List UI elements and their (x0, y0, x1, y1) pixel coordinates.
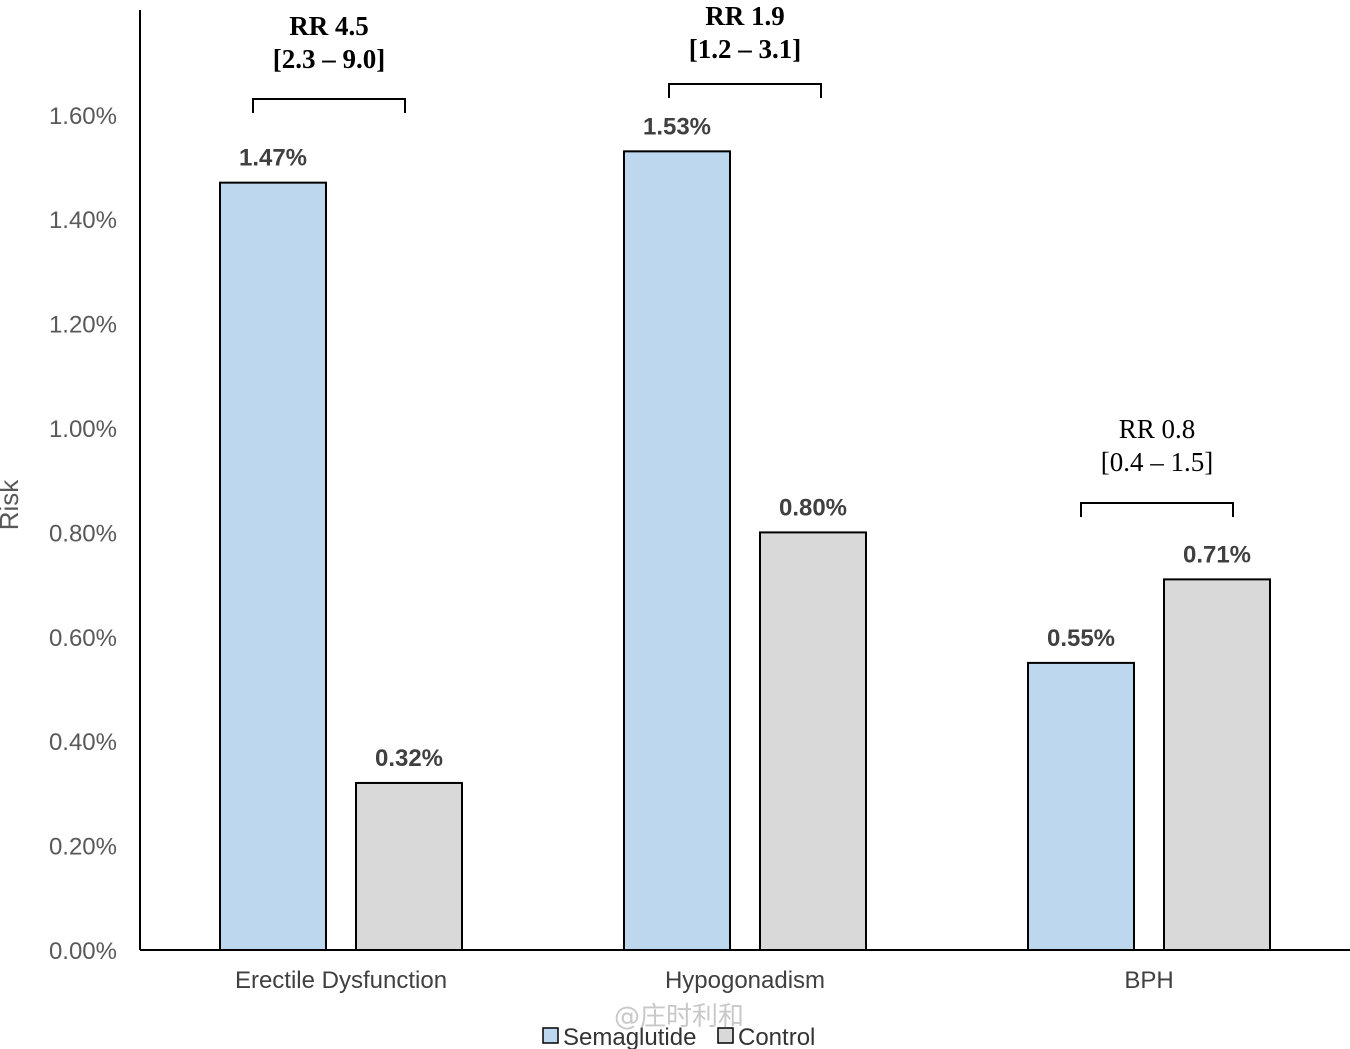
rr-bracket-2 (1080, 502, 1234, 517)
data-label: 1.53% (643, 113, 711, 140)
legend-label-control: Control (738, 1024, 815, 1049)
rr-ci: [2.3 – 9.0] (273, 44, 385, 74)
bar-semaglutide-2 (1027, 661, 1135, 952)
bar-control-2 (1163, 578, 1271, 951)
rr-ci: [1.2 – 3.1] (689, 34, 801, 64)
bar-semaglutide-1 (623, 150, 731, 951)
y-tick-label: 0.00% (49, 938, 117, 965)
rr-ci: [0.4 – 1.5] (1101, 447, 1213, 477)
category-label: Erectile Dysfunction (235, 967, 447, 994)
legend-swatch-semaglutide (542, 1027, 559, 1044)
rr-value: RR 1.9 (705, 1, 785, 31)
rr-value: RR 0.8 (1119, 414, 1196, 444)
category-label: BPH (1124, 967, 1173, 994)
data-labels: 1.47% 0.32% 1.53% 0.80% 0.55% 0.71% (239, 113, 1251, 772)
data-label: 0.32% (375, 745, 443, 772)
x-axis-categories: Erectile Dysfunction Hypogonadism BPH (235, 967, 1174, 994)
y-tick-label: 1.00% (49, 416, 117, 443)
watermark: @庄时利和 (614, 1002, 744, 1032)
y-tick-label: 1.40% (49, 207, 117, 234)
category-label: Hypogonadism (665, 967, 825, 994)
y-tick-label: 0.60% (49, 625, 117, 652)
bar-control-0 (355, 781, 463, 952)
data-label: 1.47% (239, 145, 307, 172)
y-tick-label: 1.60% (49, 103, 117, 130)
bar-control-1 (759, 531, 867, 952)
y-tick-label: 1.20% (49, 312, 117, 339)
y-axis-ticks: 0.00% 0.20% 0.40% 0.60% 0.80% 1.00% 1.20% 1.40%… (49, 103, 117, 965)
rr-brackets (252, 83, 1234, 517)
y-axis-title: Risk (0, 479, 24, 531)
legend-label-semaglutide: Semaglutide (563, 1024, 696, 1049)
rr-bracket-1 (668, 83, 822, 98)
data-label: 0.55% (1047, 625, 1115, 652)
data-label: 0.80% (779, 494, 847, 521)
legend-swatch-control (717, 1027, 734, 1044)
y-tick-label: 0.20% (49, 834, 117, 861)
rr-annotations: RR 4.5[2.3 – 9.0] RR 1.9[1.2 – 3.1] RR 0.8… (273, 1, 1213, 477)
rr-value: RR 4.5 (289, 11, 369, 41)
rr-bracket-0 (252, 98, 406, 113)
y-tick-label: 0.80% (49, 520, 117, 547)
bars (219, 150, 1271, 952)
data-label: 0.71% (1183, 541, 1251, 568)
legend: Semaglutide Control (542, 1024, 815, 1049)
y-tick-label: 0.40% (49, 729, 117, 756)
bar-semaglutide-0 (219, 181, 327, 952)
